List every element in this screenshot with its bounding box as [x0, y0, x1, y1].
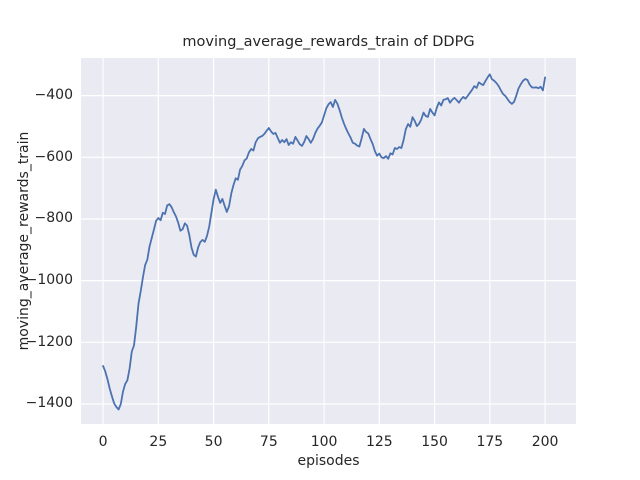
y-tick-label: −1000 [25, 272, 73, 289]
x-tick-label: 125 [365, 434, 393, 450]
y-tick-label: −800 [34, 210, 73, 227]
x-tick-label: 200 [531, 434, 559, 450]
y-tick-label: −1400 [25, 395, 73, 412]
y-axis-label: moving_average_rewards_train [16, 131, 32, 351]
x-tick-label: 75 [259, 434, 278, 450]
reward-line [102, 73, 547, 411]
plot-area [81, 58, 576, 424]
x-tick-label: 100 [310, 434, 338, 450]
plot-background [81, 58, 576, 424]
y-tick-label: −1200 [25, 333, 73, 350]
y-tick-label: −600 [34, 148, 73, 165]
y-tick-label: −400 [34, 87, 73, 104]
chart-title: moving_average_rewards_train of DDPG [182, 34, 475, 50]
x-tick-label: 175 [476, 434, 504, 450]
x-tick-label: 150 [421, 434, 448, 450]
x-tick-label: 50 [204, 434, 223, 450]
x-tick-label: 0 [98, 434, 108, 450]
x-tick-label: 25 [149, 434, 168, 450]
x-axis-label: episodes [297, 453, 360, 469]
